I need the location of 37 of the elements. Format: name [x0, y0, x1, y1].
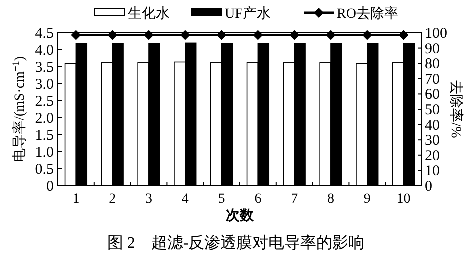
- y2-tick-label: 40: [425, 118, 440, 134]
- y2-tick-label: 100: [425, 26, 448, 42]
- caption: 图 2 超滤-反渗透膜对电导率的影响: [107, 234, 365, 252]
- y2-tick-label: 80: [425, 56, 440, 73]
- y2-tick-label: 70: [425, 72, 440, 88]
- x-tick-label: 1: [72, 192, 80, 207]
- y-tick-label: 4.5: [35, 26, 54, 42]
- x-tick-label: 8: [328, 192, 334, 207]
- x-tick-label: 10: [396, 192, 411, 207]
- y2-tick-label: 30: [425, 133, 440, 150]
- y-tick-label: 0: [46, 179, 54, 195]
- y2-tick-label: 20: [425, 148, 440, 164]
- y-tick-label: 3.5: [35, 60, 54, 76]
- y-tick-label: 1.5: [35, 128, 54, 144]
- x-tick-label: 2: [109, 192, 116, 207]
- y2-tick-label: 50: [425, 102, 440, 118]
- y-tick-label: 2.5: [35, 94, 54, 110]
- x-tick-label: 4: [182, 192, 189, 207]
- y2-tick-label: 10: [425, 164, 440, 180]
- y-tick-label: 0.5: [35, 162, 54, 178]
- y2-tick-label: 0: [425, 179, 432, 195]
- x-axis-title: 次数: [226, 208, 255, 224]
- x-tick-label: 3: [146, 192, 152, 207]
- x-tick-label: 6: [254, 192, 262, 207]
- y-tick-label: 1.0: [35, 145, 54, 161]
- y-tick-label: 2.0: [35, 111, 54, 127]
- legend-label: 生化水: [128, 6, 170, 22]
- y2-tick-label: 60: [425, 87, 440, 104]
- x-tick-label: 7: [291, 192, 298, 207]
- x-tick-label: 9: [364, 192, 371, 207]
- x-tick-label: 5: [218, 192, 226, 207]
- y-tick-label: 4.0: [35, 43, 54, 59]
- y2-tick-label: 90: [425, 41, 440, 58]
- legend-label: UF产水: [225, 6, 271, 22]
- y-tick-label: 3.0: [35, 77, 54, 93]
- y2-axis-title: 去除率/%: [448, 80, 464, 139]
- legend-label: RO去除率: [337, 6, 398, 22]
